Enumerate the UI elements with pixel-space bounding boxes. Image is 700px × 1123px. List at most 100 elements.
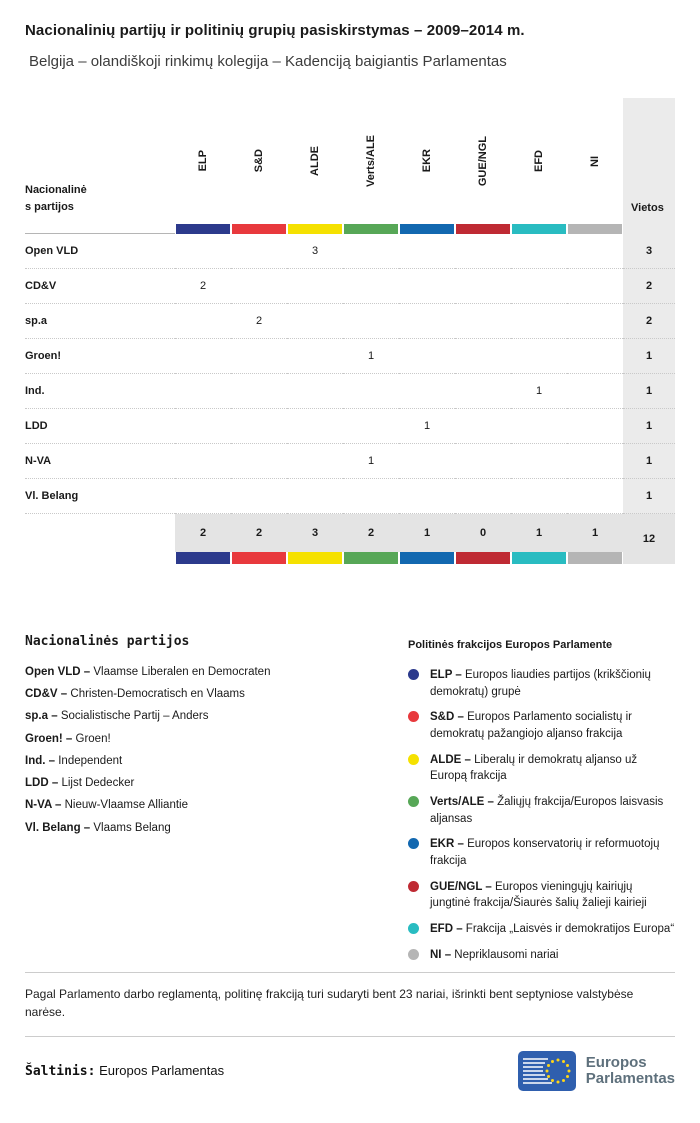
table-cell bbox=[175, 304, 231, 339]
party-name: N-VA bbox=[25, 444, 175, 479]
group-color-bar-efd bbox=[512, 224, 566, 234]
total-cell: 2 bbox=[231, 514, 287, 552]
group-color-bar-ekr bbox=[400, 224, 454, 234]
group-full-name: Europos Parlamento socialistų ir demokra… bbox=[430, 711, 632, 741]
group-color-bar-ni bbox=[568, 552, 622, 564]
col-header-sd: S&D bbox=[231, 98, 287, 224]
legend-item-vl-belang: Vl. Belang – Vlaams Belang bbox=[25, 822, 408, 835]
table-cell bbox=[455, 269, 511, 304]
totals-row-spacer bbox=[25, 514, 175, 552]
ep-flag-icon bbox=[517, 1051, 576, 1092]
col-header-label: Verts/ALE bbox=[365, 135, 377, 187]
table-cell bbox=[231, 409, 287, 444]
group-full-name: Nepriklausomi nariai bbox=[454, 948, 559, 961]
rules-note: Pagal Parlamento darbo reglamentą, polit… bbox=[25, 987, 634, 1019]
table-cell bbox=[455, 234, 511, 269]
party-seats: 2 bbox=[623, 269, 675, 304]
col-header-label: GUE/NGL bbox=[477, 135, 489, 187]
national-parties-legend: Nacionalinės partijos Open VLD – Vlaamse… bbox=[25, 634, 408, 972]
legends-section: Nacionalinės partijos Open VLD – Vlaamse… bbox=[25, 634, 675, 972]
party-full-name: Nieuw-Vlaamse Alliantie bbox=[64, 799, 188, 812]
group-color-bar-efd bbox=[512, 552, 566, 564]
col-header-label: ELP bbox=[197, 150, 209, 172]
source-line: Šaltinis: Europos Parlamentas bbox=[25, 1063, 224, 1079]
table-cell: 1 bbox=[511, 374, 567, 409]
table-cell bbox=[511, 444, 567, 479]
ni-color-dot bbox=[408, 948, 419, 960]
header-underline bbox=[25, 224, 175, 234]
group-abbr: ALDE – bbox=[430, 753, 471, 766]
party-abbr: CD&V – bbox=[25, 688, 68, 701]
divider-bottom bbox=[25, 1036, 675, 1038]
legend-item-alde: ALDE – Liberalų ir demokratų aljanso už … bbox=[408, 752, 675, 785]
col-header-seats: Vietos bbox=[623, 98, 675, 224]
party-name: Groen! bbox=[25, 339, 175, 374]
table-cell bbox=[175, 339, 231, 374]
group-color-bar-elp bbox=[176, 224, 230, 234]
col-header-label: EKR bbox=[421, 149, 433, 173]
col-header-label: ALDE bbox=[309, 146, 321, 176]
european-parliament-logo: Europos Parlamentas bbox=[517, 1051, 675, 1092]
table-cell bbox=[399, 444, 455, 479]
group-abbr: NI – bbox=[430, 948, 452, 961]
table-cell bbox=[231, 479, 287, 514]
party-full-name: Lijst Dedecker bbox=[61, 777, 135, 790]
ep-logo-line2: Parlamentas bbox=[585, 1070, 675, 1088]
party-abbr: Ind. – bbox=[25, 754, 56, 767]
group-abbr: EKR – bbox=[430, 838, 464, 851]
legend-item-cdv: CD&V – Christen-Democratisch en Vlaams bbox=[25, 688, 408, 701]
table-cell bbox=[399, 234, 455, 269]
table-cell bbox=[511, 339, 567, 374]
party-seats: 1 bbox=[623, 479, 675, 514]
total-cell: 3 bbox=[287, 514, 343, 552]
table-cell bbox=[567, 444, 623, 479]
group-color-bar-alde bbox=[288, 552, 342, 564]
table-cell bbox=[343, 304, 399, 339]
group-color-bar-verts-ale bbox=[344, 224, 398, 234]
infographic-page: Nacionalinių partijų ir politinių grupių… bbox=[25, 22, 675, 1092]
group-abbr: ELP – bbox=[430, 669, 462, 681]
table-cell bbox=[287, 479, 343, 514]
source-value: Europos Parlamentas bbox=[99, 1063, 225, 1079]
party-abbr: Open VLD – bbox=[25, 666, 91, 678]
legend-item-sd: S&D – Europos Parlamento socialistų ir d… bbox=[408, 709, 675, 742]
legend-item-open-vld: Open VLD – Vlaamse Liberalen en Democrat… bbox=[25, 666, 408, 679]
group-color-bar-gue-ngl bbox=[456, 552, 510, 564]
group-color-bar-ekr bbox=[400, 552, 454, 564]
party-full-name: Vlaams Belang bbox=[93, 821, 171, 834]
legend-item-elp: ELP – Europos liaudies partijos (krikšči… bbox=[408, 667, 675, 700]
party-seats: 2 bbox=[623, 304, 675, 339]
legend-item-efd: EFD – Frakcija „Laisvės ir demokratijos … bbox=[408, 921, 675, 938]
col-header-gue-ngl: GUE/NGL bbox=[455, 98, 511, 224]
group-full-name: Liberalų ir demokratų aljanso už Europą … bbox=[430, 753, 638, 783]
table-cell: 1 bbox=[343, 444, 399, 479]
groups-legend-title: Politinės frakcijos Europos Parlamente bbox=[408, 639, 613, 651]
row-header-label: Nacionalinės partijos bbox=[25, 183, 87, 213]
table-cell bbox=[511, 409, 567, 444]
col-header-label: S&D bbox=[253, 149, 265, 173]
group-color-bar-sd bbox=[232, 552, 286, 564]
divider-top bbox=[25, 972, 675, 974]
table-cell bbox=[287, 374, 343, 409]
page-title: Nacionalinių partijų ir politinių grupių… bbox=[25, 22, 525, 39]
seats-col-spacer bbox=[623, 224, 675, 234]
table-cell bbox=[343, 269, 399, 304]
table-cell bbox=[567, 409, 623, 444]
group-abbr: EFD – bbox=[430, 923, 463, 936]
party-name: Open VLD bbox=[25, 234, 175, 269]
table-cell bbox=[511, 304, 567, 339]
legend-item-verts-ale: Verts/ALE – Žaliųjų frakcija/Europos lai… bbox=[408, 794, 675, 827]
party-full-name: Christen-Democratisch en Vlaams bbox=[70, 688, 245, 701]
table-cell bbox=[567, 304, 623, 339]
group-abbr: GUE/NGL – bbox=[430, 880, 492, 893]
ekr-color-dot bbox=[408, 838, 419, 850]
party-seats: 1 bbox=[623, 444, 675, 479]
col-header-ekr: EKR bbox=[399, 98, 455, 224]
group-color-bar-elp bbox=[176, 552, 230, 564]
legend-item-gue-ngl: GUE/NGL – Europos vieningųjų kairiųjų ju… bbox=[408, 879, 675, 912]
legend-item-nva: N-VA – Nieuw-Vlaamse Alliantie bbox=[25, 799, 408, 812]
party-abbr: sp.a – bbox=[25, 710, 58, 723]
group-color-bar-ni bbox=[568, 224, 622, 234]
party-full-name: Socialistische Partij – Anders bbox=[60, 710, 209, 723]
table-cell bbox=[399, 339, 455, 374]
